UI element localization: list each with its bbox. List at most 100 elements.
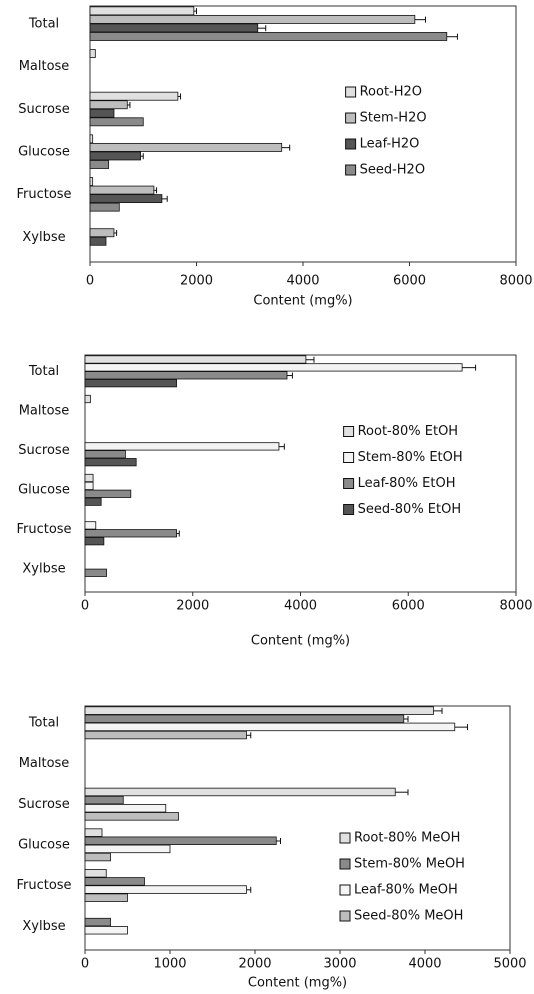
plot-frame [84,705,511,951]
bar [84,371,288,380]
bar [84,787,396,797]
x-axis-label: Content (mg%) [248,976,347,991]
y-tick-label: Glucose [18,483,70,498]
bar [84,795,124,805]
bar [89,151,141,161]
legend-swatch [345,164,357,176]
x-tick-label: 1000 [153,957,186,972]
bar [84,812,179,821]
bar [84,481,94,490]
y-tick-label: Sucrose [18,102,69,117]
bar [89,14,416,24]
bar [84,714,405,723]
x-axis-label: Content (mg%) [251,634,350,649]
bar [84,852,111,862]
legend-label: Stem-80% MeOH [354,857,465,872]
legend-swatch [343,504,355,515]
y-tick-label: Xylbse [22,919,65,934]
x-tick-label: 4000 [284,599,317,614]
bar [84,568,107,577]
x-tick-label: 8000 [499,599,532,614]
y-tick-label: Maltose [19,756,70,771]
bar [84,730,247,740]
bar [89,23,259,33]
bar [89,117,144,127]
legend-label: Root-80% MeOH [354,831,460,846]
bar [89,160,110,169]
legend-label: Seed-H2O [360,163,425,178]
bar [84,529,177,538]
y-tick-label: Fructose [16,187,71,202]
x-tick-label: 8000 [499,274,532,289]
legend-swatch [345,86,357,98]
legend-label: Root-80% EtOH [358,424,459,439]
y-tick-label: Glucose [18,144,70,159]
bar [84,836,277,845]
y-tick-label: Fructose [16,522,71,537]
bar [84,473,94,483]
bar [89,32,448,41]
bar [84,363,463,372]
bar [89,177,94,186]
bar [89,194,163,204]
bar [84,885,247,894]
bar [89,228,115,238]
x-tick-label: 4000 [408,957,441,972]
x-tick-label: 6000 [392,599,425,614]
bar [84,926,128,935]
legend-label: Seed-80% MeOH [354,909,463,924]
bar [84,877,145,886]
legend-swatch [339,884,351,896]
bar [84,355,307,364]
y-tick-label: Maltose [19,59,70,74]
y-tick-label: Xylbse [22,562,65,577]
bar [84,804,167,813]
y-tick-label: Total [28,364,59,379]
bar [89,142,283,152]
bar [84,450,126,459]
bar [84,893,128,902]
bar [84,394,91,404]
legend-label: Stem-H2O [360,111,427,126]
y-tick-label: Total [28,16,59,31]
bar [89,108,115,118]
y-tick-label: Sucrose [18,443,69,458]
y-tick-label: Sucrose [18,797,69,812]
bar [89,202,120,212]
legend-swatch [339,910,351,922]
x-tick-label: 0 [81,957,89,972]
bar [84,869,107,878]
bar [89,236,107,246]
x-tick-label: 2000 [238,957,271,972]
bar [84,521,97,530]
bar [84,917,111,927]
bar [84,489,132,498]
legend-label: Leaf-80% MeOH [354,883,458,898]
bar [89,91,179,101]
legend-label: Seed-80% EtOH [358,502,462,517]
y-tick-label: Maltose [19,404,70,419]
legend-label: Root-H2O [360,85,422,100]
x-tick-label: 2000 [180,274,213,289]
legend-label: Leaf-80% EtOH [358,476,456,491]
legend-label: Stem-80% EtOH [358,450,463,465]
y-tick-label: Xylbse [22,230,65,245]
legend-swatch [339,832,351,844]
bar [89,6,195,16]
legend-swatch [345,112,357,124]
y-tick-label: Fructose [16,878,71,893]
bar [89,185,155,195]
x-tick-label: 6000 [393,274,426,289]
bar [89,49,96,58]
legend-swatch [343,426,355,437]
x-tick-label: 3000 [323,957,356,972]
bar [84,379,177,388]
legend-swatch [339,858,351,870]
legend-label: Leaf-H2O [360,137,420,152]
x-tick-label: 0 [81,599,89,614]
legend-swatch [345,138,357,150]
legend-swatch [343,478,355,489]
bar [84,442,280,451]
x-tick-label: 4000 [286,274,319,289]
